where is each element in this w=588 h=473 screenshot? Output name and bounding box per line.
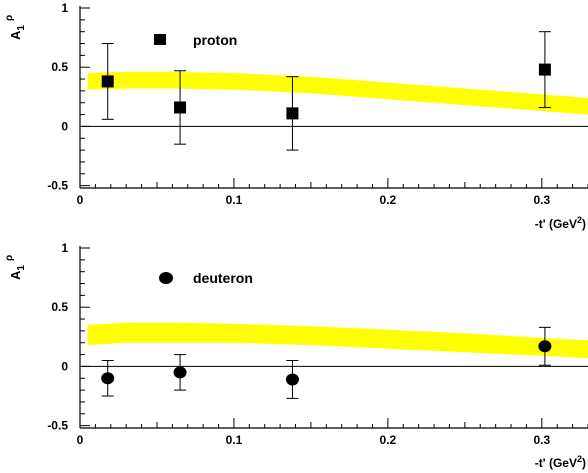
x-tick-label: 0.2 [380, 433, 397, 447]
x-tick-label: 0.3 [533, 193, 550, 207]
y-axis-label: A1ρ [4, 15, 27, 40]
data-point [101, 75, 114, 88]
y-axis-label: A1ρ [4, 255, 27, 280]
y-tick-label: 1 [61, 241, 68, 255]
y-tick-label: 1 [61, 1, 68, 15]
x-tick-label: 0.2 [380, 193, 397, 207]
y-tick-label: -0.5 [47, 419, 68, 433]
y-tick-label: 0.5 [51, 300, 68, 314]
x-tick-label: 0.1 [226, 193, 243, 207]
theory-band [87, 71, 588, 115]
proton-panel: -0.5 0 0.5 1 0 0.1 0.2 0.3 A1ρ -t' (GeV2) proton [4, 1, 588, 231]
legend-label: proton [193, 32, 237, 48]
data-point [538, 63, 551, 76]
x-axis-label: -t' (GeV2) [535, 215, 586, 231]
x-tick-label: 0.3 [533, 433, 550, 447]
x-tick-label: 0.1 [226, 433, 243, 447]
data-point [174, 101, 187, 114]
data-point [538, 340, 552, 353]
y-tick-label: 0 [61, 119, 68, 133]
deuteron-panel: -0.5 0 0.5 1 0 0.1 0.2 0.3 A1ρ -t' (GeV2) deuteron [4, 241, 588, 470]
legend-marker [154, 34, 166, 45]
y-tick-label: -0.5 [47, 179, 68, 193]
legend-label: deuteron [193, 270, 253, 286]
legend-marker [159, 272, 173, 284]
data-point [173, 366, 187, 379]
x-tick-label: 0 [77, 433, 84, 447]
x-tick-label: 0 [77, 193, 84, 207]
y-tick-label: 0 [61, 359, 68, 373]
y-tick-label: 0.5 [51, 60, 68, 74]
data-point [286, 107, 299, 120]
data-point [101, 372, 115, 385]
theory-band [87, 322, 588, 359]
data-point [285, 373, 299, 386]
x-axis-label: -t' (GeV2) [535, 454, 586, 470]
